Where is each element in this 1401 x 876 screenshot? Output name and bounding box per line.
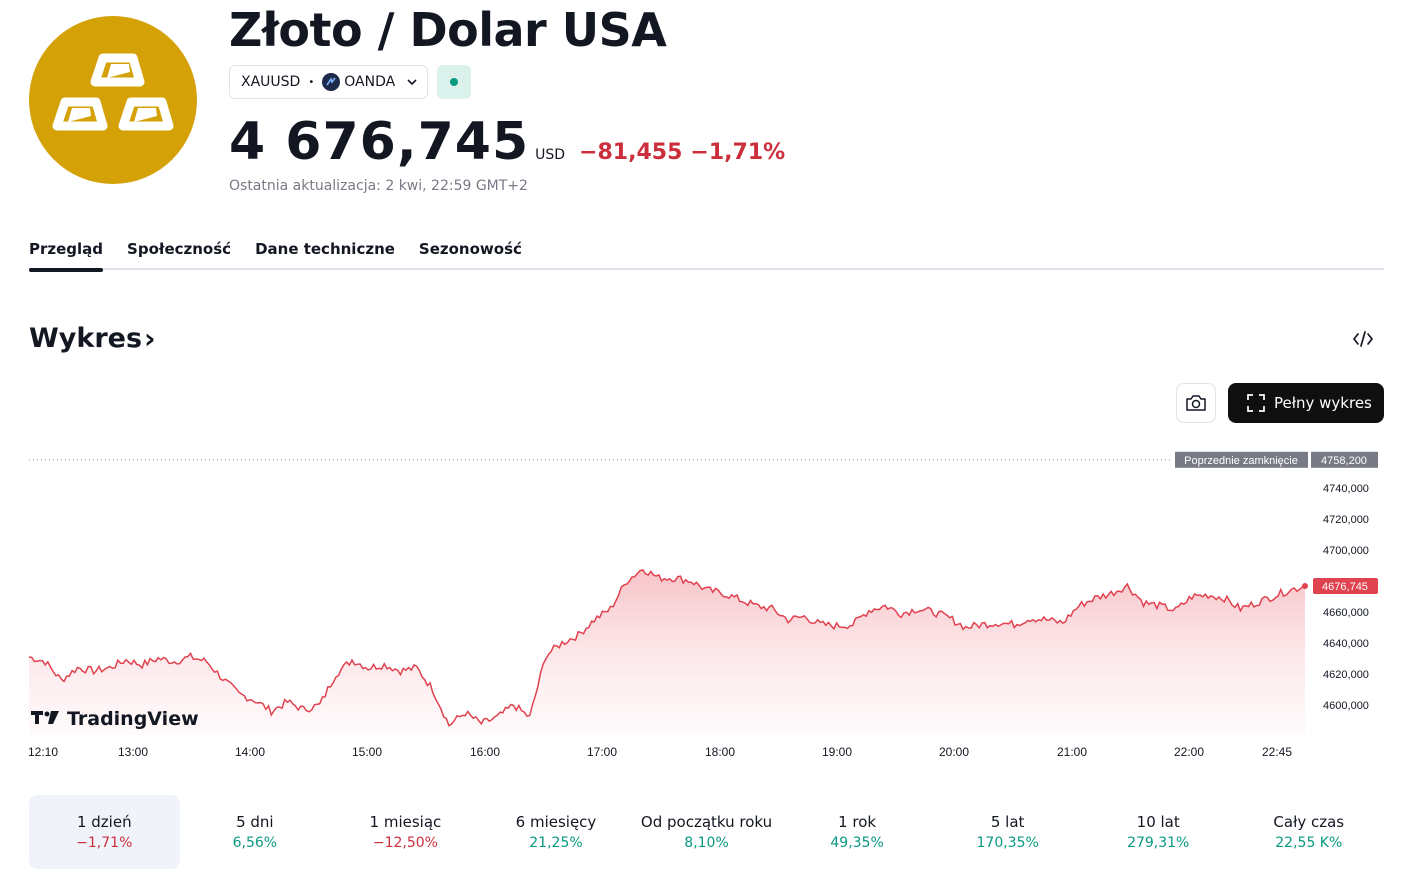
full-chart-label: Pełny wykres bbox=[1274, 394, 1372, 412]
x-tick-label: 12:10 bbox=[28, 745, 58, 759]
period-change: 49,35% bbox=[830, 835, 884, 851]
last-price: 4 676,745 bbox=[229, 112, 530, 172]
period-change: −1,71% bbox=[76, 835, 133, 851]
exchange-name: OANDA bbox=[344, 74, 396, 90]
period-1y[interactable]: 1 rok 49,35% bbox=[782, 795, 933, 869]
chart-section-title: Wykres bbox=[29, 323, 143, 354]
x-tick-label: 15:00 bbox=[352, 745, 382, 759]
x-tick-label: 22:00 bbox=[1174, 745, 1204, 759]
full-chart-button[interactable]: Pełny wykres bbox=[1228, 383, 1384, 423]
symbol-ticker: XAUUSD bbox=[241, 74, 301, 90]
tab-community[interactable]: Społeczność bbox=[127, 240, 232, 258]
y-tick-label: 4640,000 bbox=[1323, 638, 1369, 650]
tradingview-wordmark: TradingView bbox=[67, 708, 199, 730]
period-ytd[interactable]: Od początku roku 8,10% bbox=[631, 795, 782, 869]
y-axis: 4740,000 4720,000 4700,000 4660,000 4640,000… bbox=[1323, 483, 1369, 712]
period-change: 279,31% bbox=[1127, 835, 1190, 851]
period-label: 1 dzień bbox=[76, 813, 132, 831]
period-all[interactable]: Cały czas 22,55 K% bbox=[1234, 795, 1385, 869]
y-tick-label: 4700,000 bbox=[1323, 545, 1369, 557]
period-change: 6,56% bbox=[232, 835, 278, 851]
period-change: 170,35% bbox=[976, 835, 1039, 851]
price-area-fill bbox=[29, 569, 1305, 735]
last-price-badge: 4676,745 bbox=[1313, 578, 1378, 595]
x-tick-label: 20:00 bbox=[939, 745, 969, 759]
price-currency: USD bbox=[535, 147, 566, 163]
period-10y[interactable]: 10 lat 279,31% bbox=[1083, 795, 1234, 869]
gold-bars-icon bbox=[52, 53, 174, 131]
price-change-percent: −1,71% bbox=[690, 140, 786, 165]
x-tick-label: 16:00 bbox=[470, 745, 500, 759]
x-axis: 12:10 13:00 14:00 15:00 16:00 17:00 18:00 19:00… bbox=[28, 745, 1292, 759]
period-5d[interactable]: 5 dni 6,56% bbox=[180, 795, 331, 869]
last-price-badge-value: 4676,745 bbox=[1322, 581, 1368, 593]
x-tick-label: 19:00 bbox=[822, 745, 852, 759]
performance-periods: 1 dzień −1,71% 5 dni 6,56% 1 miesiąc −12… bbox=[29, 795, 1384, 869]
period-label: 6 miesięcy bbox=[515, 813, 597, 831]
tab-seasonality[interactable]: Sezonowość bbox=[418, 240, 522, 258]
period-5y[interactable]: 5 lat 170,35% bbox=[932, 795, 1083, 869]
snapshot-button[interactable] bbox=[1176, 383, 1216, 423]
tradingview-logo-icon bbox=[31, 711, 59, 724]
previous-close-value: 4758,200 bbox=[1321, 455, 1367, 467]
x-tick-label: 22:45 bbox=[1262, 745, 1292, 759]
tradingview-watermark: TradingView bbox=[31, 708, 199, 730]
period-change: −12,50% bbox=[372, 835, 438, 851]
code-icon[interactable] bbox=[1352, 329, 1374, 349]
oanda-logo-icon bbox=[322, 73, 341, 91]
price-chart[interactable]: 4740,000 4720,000 4700,000 4660,000 4640,000… bbox=[0, 440, 1401, 770]
price-line bbox=[28, 569, 1306, 727]
previous-close-label-bg bbox=[1175, 451, 1308, 468]
chevron-right-icon: › bbox=[144, 322, 156, 355]
period-1m[interactable]: 1 miesiąc −12,50% bbox=[330, 795, 481, 869]
x-tick-label: 18:00 bbox=[705, 745, 735, 759]
last-price-dot bbox=[1302, 583, 1308, 590]
price-change: −81,455 bbox=[579, 140, 683, 165]
symbol-selector[interactable]: XAUUSD • OANDA bbox=[229, 65, 428, 99]
last-price-badge-bg bbox=[1313, 578, 1378, 595]
period-1d[interactable]: 1 dzień −1,71% bbox=[29, 795, 180, 869]
period-change: 22,55 K% bbox=[1275, 835, 1343, 851]
status-dot-icon bbox=[450, 78, 458, 86]
price-row: 4 676,745 USD −81,455 −1,71% bbox=[229, 112, 785, 172]
last-update-time: Ostatnia aktualizacja: 2 kwi, 22:59 GMT+… bbox=[229, 178, 528, 194]
period-6m[interactable]: 6 miesięcy 21,25% bbox=[481, 795, 632, 869]
previous-close-badge: Poprzednie zamknięcie 4758,200 bbox=[1175, 451, 1378, 468]
previous-close-label: Poprzednie zamknięcie bbox=[1184, 455, 1298, 467]
period-label: 1 miesiąc bbox=[369, 813, 442, 831]
market-open-status[interactable] bbox=[437, 65, 471, 99]
page-title: Złoto / Dolar USA bbox=[229, 3, 667, 57]
tab-technicals[interactable]: Dane techniczne bbox=[255, 240, 395, 258]
period-label: 5 dni bbox=[236, 813, 274, 831]
y-tick-label: 4600,000 bbox=[1323, 700, 1369, 712]
chevron-down-icon bbox=[407, 79, 417, 86]
period-label: Cały czas bbox=[1273, 813, 1345, 831]
tab-overview[interactable]: Przegląd bbox=[29, 240, 104, 272]
chart-section-link[interactable]: Wykres › bbox=[29, 322, 156, 355]
period-change: 8,10% bbox=[684, 835, 729, 851]
x-tick-label: 21:00 bbox=[1057, 745, 1087, 759]
period-label: 5 lat bbox=[990, 813, 1025, 831]
period-label: Od początku roku bbox=[640, 813, 773, 831]
gold-bars-logo bbox=[29, 16, 197, 184]
y-tick-label: 4720,000 bbox=[1323, 514, 1369, 526]
separator-dot: • bbox=[308, 76, 315, 88]
x-tick-label: 17:00 bbox=[587, 745, 617, 759]
previous-close-value-bg bbox=[1311, 451, 1378, 468]
tab-bar: Przegląd Społeczność Dane techniczne Sez… bbox=[29, 240, 1384, 272]
period-change: 21,25% bbox=[529, 835, 583, 851]
period-label: 10 lat bbox=[1136, 813, 1180, 831]
y-tick-label: 4620,000 bbox=[1323, 669, 1369, 681]
x-tick-label: 13:00 bbox=[118, 745, 148, 759]
period-label: 1 rok bbox=[838, 813, 877, 831]
camera-icon bbox=[1186, 395, 1206, 411]
y-tick-label: 4660,000 bbox=[1323, 607, 1369, 619]
fullscreen-icon bbox=[1247, 394, 1265, 412]
y-tick-label: 4740,000 bbox=[1323, 483, 1369, 495]
x-tick-label: 14:00 bbox=[235, 745, 265, 759]
